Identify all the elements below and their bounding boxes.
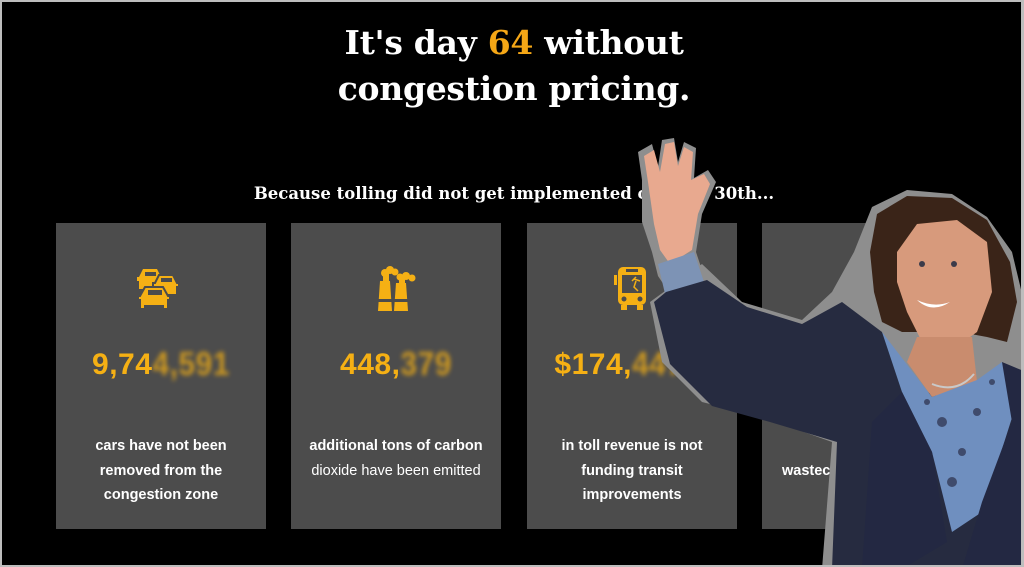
stat-description-regular: dioxide have been emitted xyxy=(311,462,481,479)
subheading: Because tolling did not get implemented … xyxy=(253,184,775,203)
stat-card-cars: 9,744,591 cars have not been removed fro… xyxy=(56,223,266,529)
factory-smokestack-icon xyxy=(378,266,416,311)
broken-bus-icon xyxy=(614,267,646,310)
stat-number: $174,447,5 xyxy=(527,346,737,383)
stat-number-visible: 448, xyxy=(340,348,401,381)
stat-description: additional tons of carbon dioxide have b… xyxy=(305,434,487,483)
stat-description-bold: additional tons of carbon xyxy=(309,438,483,454)
stat-card-hours: ho wastec xyxy=(762,223,972,529)
stat-number-visible: 9,74 xyxy=(92,348,153,381)
stat-number-visible: $174, xyxy=(554,348,632,381)
stat-number-rolling: 379 xyxy=(400,346,452,383)
car-driver-icon xyxy=(872,289,906,315)
headline-text: without xyxy=(533,23,684,62)
headline-line-1: It's day 64 without xyxy=(2,20,1021,66)
stat-description-line: wastec xyxy=(782,462,831,479)
stat-number: 9,744,591 xyxy=(56,346,266,383)
page-headline: It's day 64 without congestion pricing. xyxy=(2,20,1021,112)
day-counter: 64 xyxy=(487,23,534,62)
stat-number: 448,379 xyxy=(291,346,501,383)
stat-number-rolling: 4,591 xyxy=(152,346,230,383)
traffic-cars-icon xyxy=(137,269,180,310)
stat-description: cars have not been removed from the cong… xyxy=(95,438,227,503)
headline-line-2: congestion pricing. xyxy=(337,69,691,108)
stat-description-line: ho xyxy=(832,438,850,454)
stat-description: in toll revenue is not funding transit i… xyxy=(561,438,703,503)
stat-description: ho wastec xyxy=(762,434,972,483)
stat-card-carbon: 448,379 additional tons of carbon dioxid… xyxy=(291,223,501,529)
stat-card-revenue: $174,447,5 in toll revenue is not fundin… xyxy=(527,223,737,529)
headline-text: It's day xyxy=(344,23,488,62)
stat-number-rolling: 447,5 xyxy=(632,346,710,383)
